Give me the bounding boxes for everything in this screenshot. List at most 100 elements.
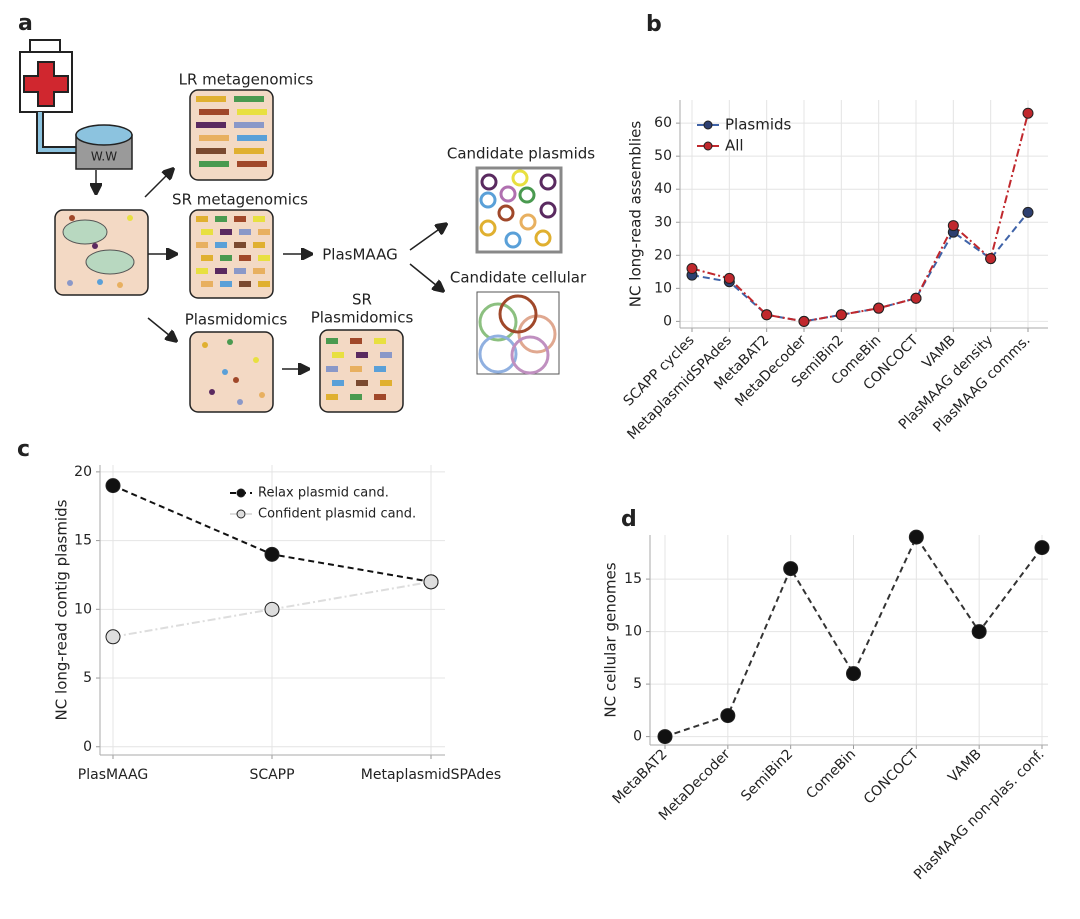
marker [1022,206,1034,218]
legend-label: Confident plasmid cand. [258,507,416,522]
read [350,366,362,372]
read [380,352,392,358]
read [380,380,392,386]
read [326,366,338,372]
read [220,229,232,235]
label: Plasmidomics [185,311,288,329]
read [199,109,229,115]
y-tick-label: 30 [654,214,672,230]
y-tick-label: 40 [654,181,672,197]
read [350,394,362,400]
y-tick-label: 20 [654,247,672,263]
read [374,366,386,372]
dot [97,279,103,285]
read [234,148,264,154]
read [239,255,251,261]
plasmid [511,169,529,187]
legend-label: All [725,137,744,155]
label: SR [352,291,372,309]
plasmid [504,231,522,249]
dot [233,377,239,383]
read [196,148,226,154]
plasmid [480,173,498,191]
legend-marker [703,120,713,130]
x-tick-label: VAMB [945,746,985,786]
label: Plasmidomics [311,309,414,327]
read [332,352,344,358]
tank-label: W.W [91,150,117,164]
dot [117,282,123,288]
read [196,268,208,274]
label: LR metagenomics [179,71,314,89]
read [258,281,270,287]
plasmid [518,186,536,204]
x-tick-label: MetaplasmidSPAdes [361,767,501,783]
plasmid [534,229,552,247]
read [332,380,344,386]
read [234,122,264,128]
marker [423,574,439,590]
panel-label: d [621,507,637,532]
marker [720,708,736,724]
tank: W.W [75,124,133,170]
marker [783,561,799,577]
dot [69,215,75,221]
marker [835,309,847,321]
label: Candidate plasmids [447,145,595,163]
dot [237,399,243,405]
dot [227,339,233,345]
read [374,394,386,400]
read [374,338,386,344]
legend-marker [236,509,246,519]
x-tick-label: SCAPP [249,767,294,783]
read [215,268,227,274]
read [199,161,229,167]
read [201,229,213,235]
marker [873,302,885,314]
legend-label: Plasmids [725,116,792,134]
y-tick-label: 60 [654,115,672,131]
plasmid [539,201,557,219]
marker [1022,107,1034,119]
plasmid [499,185,517,203]
dot [67,280,73,286]
genome [478,334,518,374]
read [253,242,265,248]
dot [253,357,259,363]
read [201,281,213,287]
dot [259,392,265,398]
marker [798,315,810,327]
marker [105,478,121,494]
read [234,216,246,222]
y-tick-label: 10 [74,601,92,617]
dot [222,369,228,375]
x-tick-label: MetaBAT2 [610,746,671,807]
read [253,216,265,222]
y-tick-label: 5 [633,676,642,692]
read [237,135,267,141]
plasmid [479,219,497,237]
read [326,394,338,400]
read [196,242,208,248]
y-axis-label: NC cellular genomes [602,562,620,717]
y-tick-label: 10 [624,624,642,640]
y-tick-label: 15 [74,533,92,549]
read [239,229,251,235]
marker [947,220,959,232]
genome [478,302,518,342]
label: SR metagenomics [172,191,308,209]
marker [908,529,924,545]
plasmid [479,191,497,209]
y-axis-label: NC long-read contig plasmids [53,499,71,720]
read [215,216,227,222]
marker [264,546,280,562]
read [356,352,368,358]
genome [498,294,538,334]
dot [202,342,208,348]
dot [209,389,215,395]
decorations [62,96,557,405]
read [239,281,251,287]
read [326,338,338,344]
marker [846,666,861,682]
